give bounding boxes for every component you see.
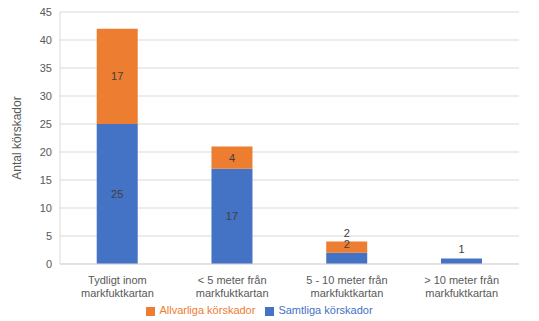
svg-text:25: 25: [111, 188, 123, 200]
svg-text:17: 17: [111, 70, 123, 82]
svg-text:40: 40: [40, 34, 52, 46]
svg-text:5: 5: [46, 230, 52, 242]
svg-text:1: 1: [458, 243, 464, 255]
svg-text:17: 17: [226, 210, 238, 222]
svg-text:2: 2: [344, 227, 350, 239]
svg-text:35: 35: [40, 62, 52, 74]
svg-text:Antal körskador: Antal körskador: [10, 96, 24, 179]
svg-text:30: 30: [40, 90, 52, 102]
svg-text:Tydligt inommarkfuktkartan: Tydligt inommarkfuktkartan: [81, 274, 154, 299]
svg-text:> 10 meter frånmarkfuktkartan: > 10 meter frånmarkfuktkartan: [424, 274, 499, 299]
svg-text:4: 4: [229, 152, 235, 164]
svg-text:< 5 meter frånmarkfuktkartan: < 5 meter frånmarkfuktkartan: [196, 274, 269, 299]
svg-text:25: 25: [40, 118, 52, 130]
svg-text:15: 15: [40, 174, 52, 186]
svg-text:2: 2: [344, 238, 350, 250]
svg-text:0: 0: [46, 258, 52, 270]
svg-text:10: 10: [40, 202, 52, 214]
html-text:Allvarliga körskador: Allvarliga körskador: [159, 304, 256, 316]
html-text:Samtliga körskador: Samtliga körskador: [278, 304, 373, 316]
svg-text:20: 20: [40, 146, 52, 158]
svg-text:45: 45: [40, 6, 52, 18]
svg-text:5 - 10 meter frånmarkfuktkarta: 5 - 10 meter frånmarkfuktkartan: [306, 274, 387, 299]
